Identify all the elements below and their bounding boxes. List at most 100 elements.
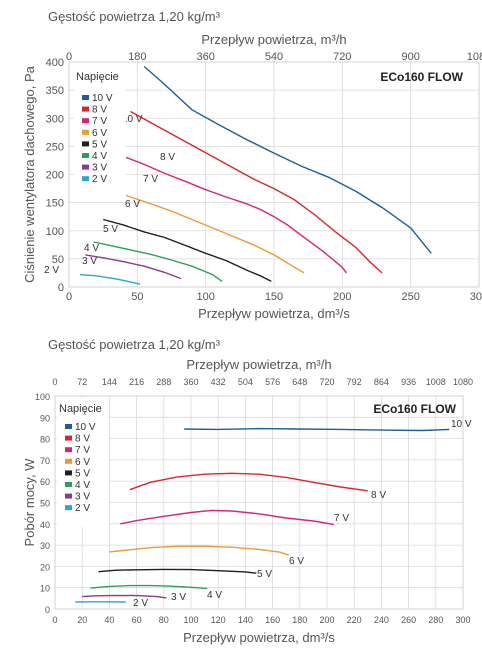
legend-item-label: 5 V <box>75 468 90 479</box>
legend-swatch <box>65 493 72 499</box>
x-axis-label: Przepływ powietrza, dm³/s <box>183 630 335 645</box>
top-tick-label: 360 <box>196 51 214 63</box>
x-tick-label: 200 <box>333 291 351 303</box>
legend-item-label: 6 V <box>92 128 107 139</box>
y-tick-label: 100 <box>35 392 50 402</box>
series-line-6v <box>109 545 290 556</box>
x-tick-label: 280 <box>428 615 443 625</box>
top-tick-label: 432 <box>211 377 226 387</box>
curve-label: 8 V <box>160 152 175 163</box>
legend-swatch <box>65 482 72 487</box>
series-line-10v <box>184 427 450 432</box>
model-label: ECo160 FLOW <box>373 402 456 416</box>
top-tick-label: 288 <box>156 377 171 387</box>
model-label: ECo160 FLOW <box>380 70 463 84</box>
legend: Napięcie 10 V8 V7 V6 V5 V4 V3 V2 V <box>57 398 109 527</box>
x-tick-label: 20 <box>77 615 87 625</box>
x-tick-label: 250 <box>401 291 419 303</box>
top-tick-label: 216 <box>129 377 144 387</box>
curve-label: 10 V <box>122 114 143 125</box>
x-tick-label: 300 <box>470 291 482 303</box>
series-line-8v <box>130 110 383 274</box>
density-title: Gęstość powietrza 1,20 kg/m³ <box>48 9 221 24</box>
x-tick-label: 180 <box>292 615 307 625</box>
series-line-10v <box>143 65 432 254</box>
y-tick-label: 10 <box>40 584 50 594</box>
top-tick-label: 648 <box>292 377 307 387</box>
legend-swatch <box>82 106 89 112</box>
legend-swatch <box>82 95 89 100</box>
top-tick-label: 504 <box>238 377 253 387</box>
legend-item-label: 3 V <box>75 492 90 503</box>
legend-swatch <box>65 424 72 429</box>
plot-frame <box>68 61 480 288</box>
legend-swatch <box>82 141 89 147</box>
top-tick-label: 720 <box>319 377 334 387</box>
y-tick-label: 0 <box>58 282 64 294</box>
curve-label: 5 V <box>103 224 118 235</box>
top-tick-label: 864 <box>374 377 389 387</box>
legend-title: Napięcie <box>76 71 119 83</box>
y-tick-label: 50 <box>40 499 50 509</box>
curve-label: 4 V <box>84 243 99 254</box>
y-tick-label: 150 <box>46 198 64 210</box>
legend-item-label: 10 V <box>92 93 113 104</box>
legend-item-label: 5 V <box>92 139 107 150</box>
curve-label: 2 V <box>44 265 59 276</box>
x-tick-label: 200 <box>319 615 334 625</box>
legend-title: Napięcie <box>59 403 102 415</box>
y-tick-label: 30 <box>40 541 50 551</box>
top-tick-label: 720 <box>333 51 351 63</box>
x-tick-label: 40 <box>104 615 114 625</box>
curve-label: 5 V <box>257 569 272 580</box>
curve-label: 6 V <box>125 199 140 210</box>
legend-item-label: 3 V <box>92 163 107 174</box>
legend-swatch <box>82 176 89 182</box>
y-tick-label: 20 <box>40 562 50 572</box>
chart-2: Gęstość powietrza 1,20 kg/m³ Przepływ pow… <box>22 337 473 645</box>
x-tick-label: 100 <box>183 615 198 625</box>
curve-label: 10 V <box>451 419 472 430</box>
legend-swatch <box>65 505 72 511</box>
top-tick-label: 936 <box>401 377 416 387</box>
y-tick-label: 200 <box>46 170 64 182</box>
legend-item-label: 10 V <box>75 422 96 433</box>
curve-label: 4 V <box>207 590 222 601</box>
x-tick-label: 220 <box>347 615 362 625</box>
legend-item-label: 8 V <box>92 105 107 116</box>
x-tick-label: 120 <box>211 615 226 625</box>
x-tick-label: 240 <box>374 615 389 625</box>
legend-swatch <box>82 118 89 124</box>
series-line-4v <box>90 584 208 590</box>
x-tick-label: 160 <box>265 615 280 625</box>
y-tick-label: 250 <box>46 141 64 153</box>
legend-swatch <box>65 447 72 453</box>
top-tick-label: 540 <box>265 51 283 63</box>
x-tick-label: 150 <box>265 291 283 303</box>
top-tick-label: 144 <box>102 377 117 387</box>
y-tick-label: 50 <box>52 254 64 266</box>
curve-label: 2 V <box>133 598 148 609</box>
top-tick-label: 900 <box>401 51 419 63</box>
x-tick-label: 0 <box>52 615 57 625</box>
y-tick-label: 40 <box>40 520 50 530</box>
top-tick-label: 0 <box>66 51 72 63</box>
legend-item-label: 8 V <box>75 434 90 445</box>
y-tick-label: 80 <box>40 435 50 445</box>
y-axis-label: Ciśnienie wentylatora dachowego, Pa <box>22 65 37 283</box>
series-line-3v <box>82 594 167 599</box>
top-tick-label: 1008 <box>426 377 446 387</box>
y-tick-label: 0 <box>45 605 50 615</box>
legend-item-label: 2 V <box>75 503 90 514</box>
legend-swatch <box>65 470 72 476</box>
top-tick-label: 360 <box>183 377 198 387</box>
y-tick-label: 400 <box>46 57 64 69</box>
legend-swatch <box>65 435 72 441</box>
legend-swatch <box>82 164 89 170</box>
top-tick-label: 180 <box>128 51 146 63</box>
x-tick-label: 50 <box>131 291 143 303</box>
x-tick-label: 0 <box>66 291 72 303</box>
series-line-3v <box>85 254 182 280</box>
curve-label: 3 V <box>171 592 186 603</box>
y-tick-label: 100 <box>46 226 64 238</box>
